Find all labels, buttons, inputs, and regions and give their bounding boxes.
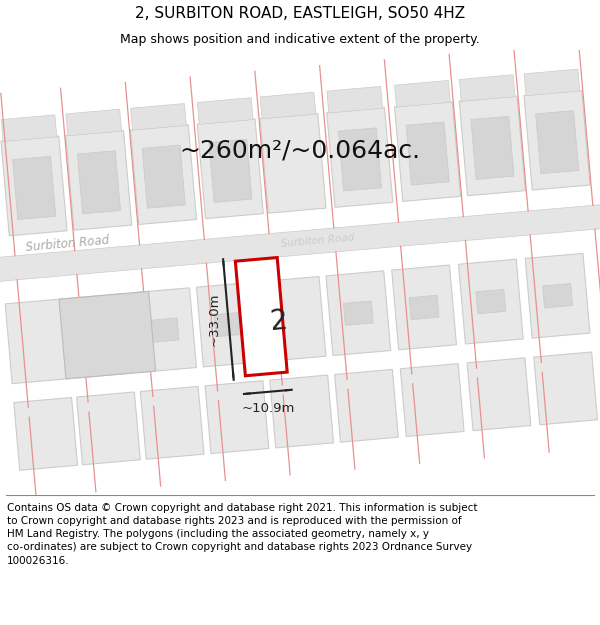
Polygon shape bbox=[327, 86, 383, 113]
Polygon shape bbox=[14, 398, 77, 470]
Polygon shape bbox=[0, 198, 600, 288]
Polygon shape bbox=[130, 125, 197, 224]
Polygon shape bbox=[197, 119, 263, 219]
Text: ~260m²/~0.064ac.: ~260m²/~0.064ac. bbox=[179, 138, 421, 162]
Polygon shape bbox=[534, 352, 598, 425]
Polygon shape bbox=[77, 151, 121, 214]
Polygon shape bbox=[131, 104, 187, 130]
Polygon shape bbox=[338, 128, 382, 191]
Polygon shape bbox=[458, 259, 523, 344]
Text: Contains OS data © Crown copyright and database right 2021. This information is : Contains OS data © Crown copyright and d… bbox=[7, 503, 478, 566]
Polygon shape bbox=[235, 258, 287, 376]
Polygon shape bbox=[260, 114, 326, 213]
Polygon shape bbox=[525, 253, 590, 338]
Polygon shape bbox=[1, 136, 67, 236]
Polygon shape bbox=[132, 288, 196, 372]
Polygon shape bbox=[327, 107, 393, 208]
Polygon shape bbox=[335, 369, 398, 442]
Text: Surbiton Road: Surbiton Road bbox=[25, 234, 110, 254]
Polygon shape bbox=[13, 156, 56, 219]
Polygon shape bbox=[542, 284, 572, 308]
Polygon shape bbox=[59, 291, 155, 379]
Polygon shape bbox=[77, 392, 140, 465]
Polygon shape bbox=[214, 312, 244, 337]
Polygon shape bbox=[261, 276, 326, 361]
Polygon shape bbox=[524, 91, 590, 190]
Polygon shape bbox=[406, 122, 449, 185]
Polygon shape bbox=[205, 381, 269, 454]
Polygon shape bbox=[68, 293, 133, 378]
Polygon shape bbox=[197, 98, 253, 124]
Polygon shape bbox=[326, 271, 391, 356]
Text: 2: 2 bbox=[269, 307, 289, 336]
Polygon shape bbox=[66, 109, 122, 136]
Polygon shape bbox=[1, 115, 57, 141]
Text: ~33.0m: ~33.0m bbox=[208, 292, 220, 346]
Polygon shape bbox=[400, 364, 464, 436]
Polygon shape bbox=[140, 386, 204, 459]
Polygon shape bbox=[467, 358, 531, 431]
Polygon shape bbox=[524, 69, 580, 96]
Polygon shape bbox=[395, 81, 451, 107]
Polygon shape bbox=[476, 289, 506, 314]
Polygon shape bbox=[270, 375, 334, 448]
Polygon shape bbox=[196, 282, 261, 367]
Polygon shape bbox=[471, 116, 514, 179]
Text: Map shows position and indicative extent of the property.: Map shows position and indicative extent… bbox=[120, 32, 480, 46]
Polygon shape bbox=[260, 92, 316, 119]
Text: ~10.9m: ~10.9m bbox=[241, 402, 295, 415]
Polygon shape bbox=[5, 299, 70, 384]
Polygon shape bbox=[409, 295, 439, 319]
Polygon shape bbox=[66, 131, 132, 230]
Polygon shape bbox=[142, 145, 185, 208]
Polygon shape bbox=[209, 139, 252, 202]
Polygon shape bbox=[85, 324, 115, 348]
Text: Surbiton Road: Surbiton Road bbox=[280, 232, 355, 249]
Polygon shape bbox=[343, 301, 373, 326]
Polygon shape bbox=[459, 96, 525, 196]
Text: 2, SURBITON ROAD, EASTLEIGH, SO50 4HZ: 2, SURBITON ROAD, EASTLEIGH, SO50 4HZ bbox=[135, 6, 465, 21]
Polygon shape bbox=[394, 102, 461, 201]
Polygon shape bbox=[536, 111, 579, 174]
Polygon shape bbox=[460, 75, 515, 101]
Polygon shape bbox=[392, 265, 457, 350]
Polygon shape bbox=[149, 318, 179, 342]
